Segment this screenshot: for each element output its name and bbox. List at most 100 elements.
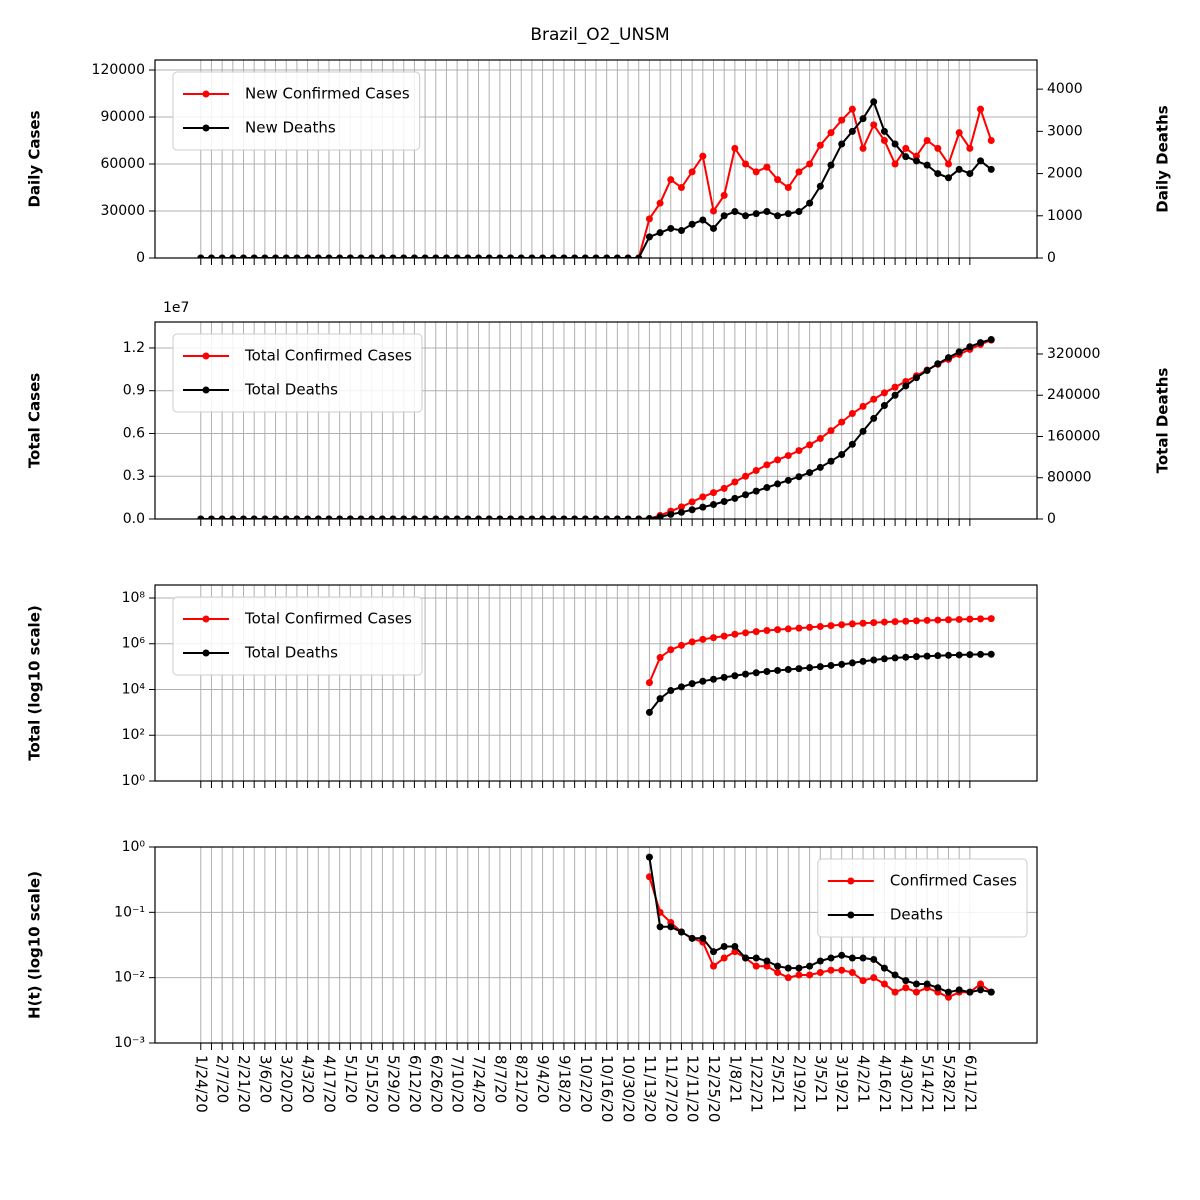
- point: [368, 515, 376, 519]
- point: [752, 628, 760, 636]
- point: [720, 954, 728, 962]
- point: [442, 254, 450, 258]
- x-tick-label: 1/8/21: [726, 1055, 744, 1103]
- point: [944, 616, 952, 624]
- x-tick-label: 1/24/20: [192, 1055, 210, 1113]
- point: [752, 487, 760, 495]
- point: [197, 254, 205, 258]
- point: [709, 207, 717, 215]
- point: [667, 176, 675, 184]
- point: [368, 254, 376, 258]
- point: [966, 988, 974, 996]
- point: [944, 160, 952, 168]
- point: [229, 254, 237, 258]
- point: [560, 254, 568, 258]
- x-tick-label: 9/18/20: [555, 1055, 573, 1113]
- legend-box: [172, 71, 421, 151]
- x-tick-label: 6/11/21: [961, 1055, 979, 1113]
- point: [838, 660, 846, 668]
- point: [709, 489, 717, 497]
- point: [859, 427, 867, 435]
- y-tick-label: 0.3: [123, 468, 145, 484]
- y-tick-label: 10⁻³: [114, 1035, 145, 1051]
- point: [656, 199, 664, 207]
- point: [688, 638, 696, 646]
- point: [731, 948, 739, 956]
- point: [699, 677, 707, 685]
- point: [699, 635, 707, 643]
- point: [688, 680, 696, 688]
- x-tick-label: 10/30/20: [620, 1055, 638, 1122]
- point: [816, 957, 824, 965]
- legend-label: Deaths: [890, 906, 943, 924]
- point: [336, 515, 344, 519]
- point: [934, 144, 942, 152]
- point: [891, 618, 899, 626]
- point: [806, 971, 814, 979]
- y-tick-label: 1.2: [123, 340, 145, 356]
- point: [645, 853, 653, 861]
- point: [656, 654, 664, 662]
- y2-tick-label: 0: [1047, 511, 1056, 527]
- y-tick-label: 10⁻¹: [114, 904, 145, 920]
- x-tick-label: 3/20/20: [278, 1055, 296, 1113]
- legend-label: Confirmed Cases: [890, 872, 1017, 890]
- legend: Total Confirmed Cases Total Deaths: [172, 596, 423, 676]
- point: [944, 174, 952, 182]
- point: [475, 515, 483, 519]
- point: [848, 127, 856, 135]
- point: [848, 659, 856, 667]
- point: [432, 254, 440, 258]
- point: [870, 974, 878, 982]
- point: [934, 616, 942, 624]
- x-tick-label: 4/3/20: [299, 1055, 317, 1103]
- point: [709, 962, 717, 970]
- point: [934, 360, 942, 368]
- point: [838, 451, 846, 459]
- point: [912, 617, 920, 625]
- y2-tick-label: 80000: [1047, 470, 1092, 486]
- point: [795, 964, 803, 972]
- point: [987, 650, 995, 658]
- point: [581, 515, 589, 519]
- point: [977, 986, 985, 994]
- point: [806, 160, 814, 168]
- point: [827, 622, 835, 630]
- point: [528, 254, 536, 258]
- x-tick-label: 12/25/20: [705, 1055, 723, 1122]
- axes-frame: [154, 584, 1038, 782]
- point: [912, 988, 920, 996]
- point: [539, 515, 547, 519]
- point: [677, 227, 685, 235]
- point: [645, 679, 653, 687]
- point: [784, 184, 792, 192]
- figure-title: Brazil_O2_UNSM: [530, 25, 669, 45]
- point: [816, 463, 824, 471]
- point: [507, 515, 515, 519]
- x-tick-label: 8/21/20: [513, 1055, 531, 1113]
- point: [464, 254, 472, 258]
- point: [571, 254, 579, 258]
- point: [763, 668, 771, 676]
- point: [848, 954, 856, 962]
- point: [400, 515, 408, 519]
- point: [688, 168, 696, 176]
- point: [357, 254, 365, 258]
- y-tick-label: 0.0: [123, 511, 145, 527]
- point: [325, 515, 333, 519]
- point: [496, 254, 504, 258]
- point: [485, 254, 493, 258]
- series-line: [200, 99, 992, 258]
- point: [987, 988, 995, 996]
- point: [880, 964, 888, 972]
- x-tick-label: 5/1/20: [342, 1055, 360, 1103]
- point: [987, 615, 995, 623]
- point: [453, 254, 461, 258]
- legend: Confirmed Cases Deaths: [817, 858, 1028, 938]
- point: [742, 491, 750, 499]
- point: [784, 452, 792, 460]
- point: [955, 348, 963, 356]
- point: [293, 515, 301, 519]
- x-tick-label: 9/4/20: [534, 1055, 552, 1103]
- point: [838, 621, 846, 629]
